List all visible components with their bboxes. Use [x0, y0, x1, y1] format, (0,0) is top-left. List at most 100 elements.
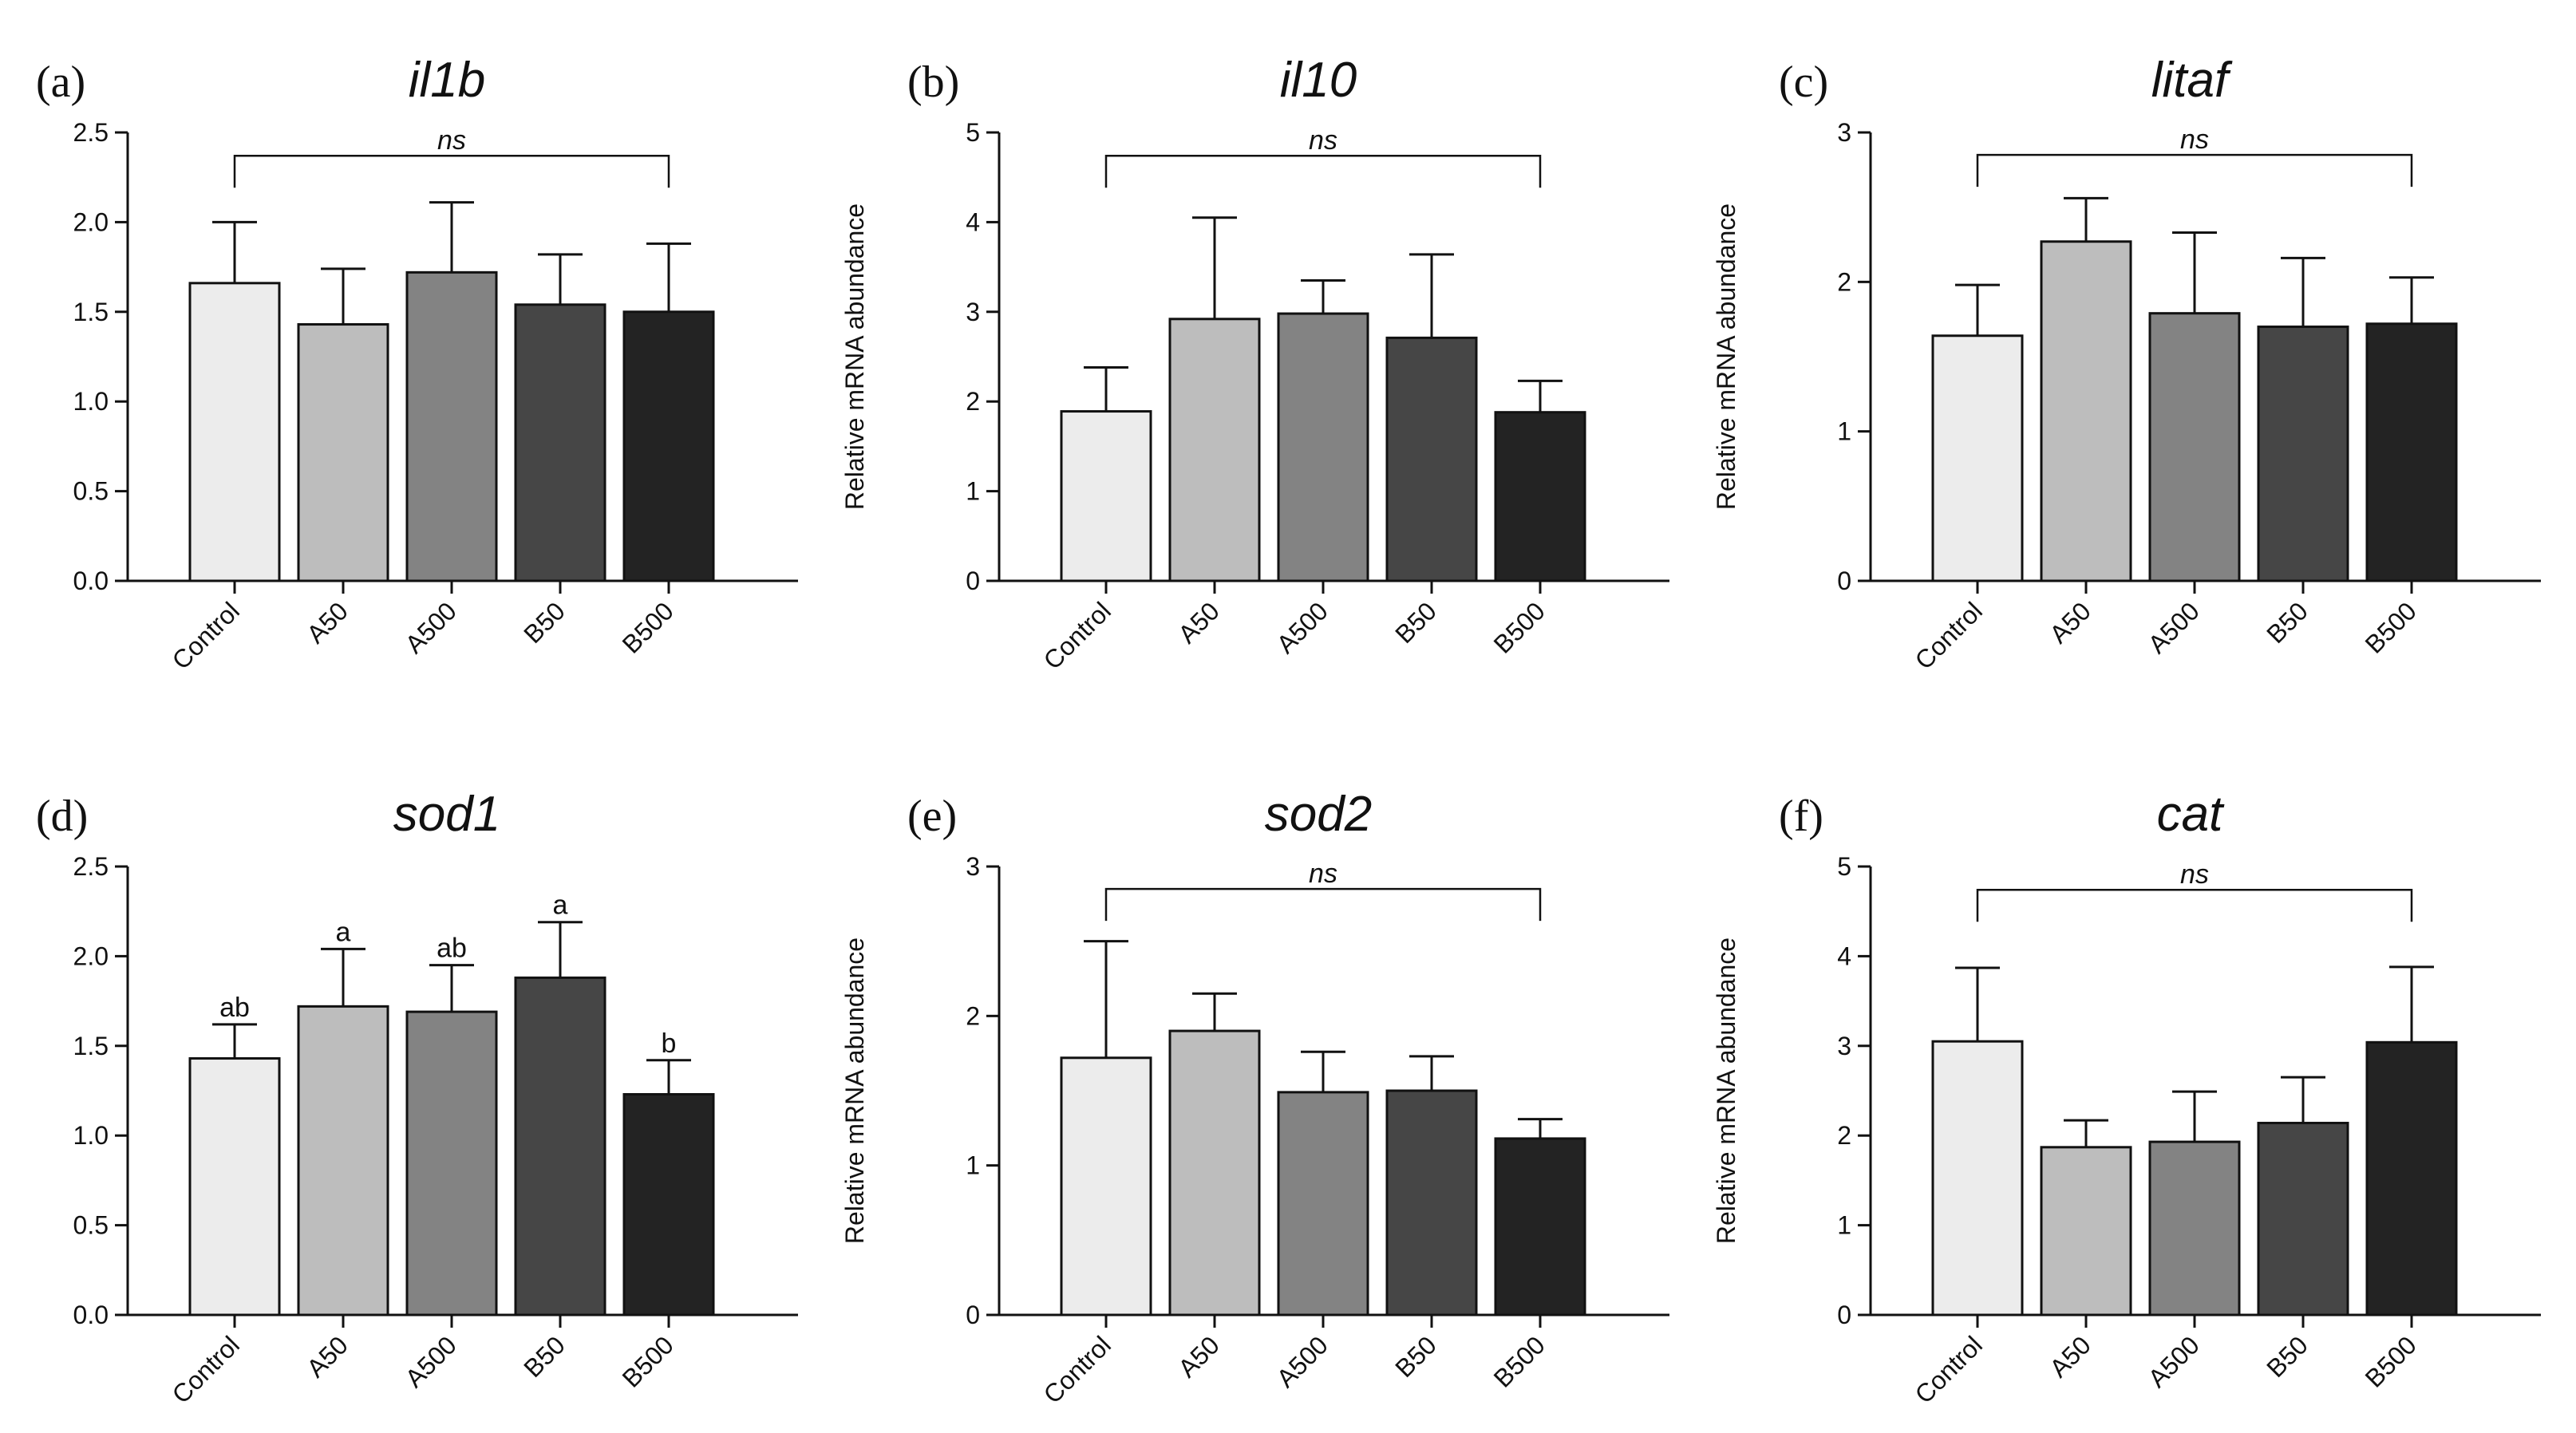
y-tick-label: 2 [966, 1001, 980, 1030]
chart-panel-cat: (f) cat 0 1 2 3 4 5 Relative mRNA abundance Contr… [1712, 787, 2541, 1409]
y-tick-label: 0.5 [73, 477, 109, 506]
y-tick-label: 0.0 [73, 566, 109, 595]
y-tick-label: 4 [1837, 942, 1851, 970]
panel-label: (f) [1779, 792, 1823, 841]
y-tick-label: 3 [966, 298, 980, 326]
chart-panel-il10: (b) il10 0 1 2 3 4 5 Relative mRNA abundance Cont… [840, 53, 1669, 675]
bar-A500 [405, 1010, 498, 1317]
significance-bracket [1104, 887, 1542, 922]
y-tick-label: 1.0 [73, 387, 109, 416]
bar-A50 [2040, 1146, 2132, 1317]
y-tick-label: 2 [1837, 267, 1851, 296]
x-tick-label: Control [1038, 1330, 1116, 1408]
y-tick-label: 1 [1837, 1211, 1851, 1240]
y-tick-label: 1 [966, 477, 980, 506]
panel-title: sod1 [393, 787, 500, 842]
bar-A500 [2148, 1140, 2241, 1317]
chart-panel-sod2: (e) sod2 0 1 2 3 Relative mRNA abundance Contro… [840, 787, 1669, 1409]
bar-B50 [1385, 336, 1478, 582]
significance-label: ns [1309, 859, 1337, 889]
bar-Control [1931, 1040, 2024, 1317]
x-tick-label: Control [167, 596, 245, 674]
y-axis-title: Relative mRNA abundance [1712, 203, 1740, 510]
x-tick-label: B500 [2360, 596, 2422, 658]
x-tick-label: A50 [2044, 596, 2096, 649]
y-tick-label: 0.5 [73, 1211, 109, 1240]
bar-B50 [2257, 1121, 2349, 1317]
y-tick-label: 2.0 [73, 207, 109, 236]
y-tick-label: 0 [966, 1301, 980, 1329]
y-tick-label: 1 [1837, 417, 1851, 446]
y-axis-title: Relative mRNA abundance [840, 938, 869, 1244]
x-tick-label: B500 [617, 596, 679, 658]
y-tick-label: 4 [966, 207, 980, 236]
x-tick-label: B50 [518, 1330, 571, 1383]
panel-title: cat [2157, 787, 2225, 842]
bar-Control [1060, 410, 1152, 582]
significance-bracket [1976, 888, 2413, 922]
x-tick-label: A50 [301, 1330, 354, 1383]
y-tick-label: 2 [966, 387, 980, 416]
bar-A50 [1168, 1029, 1261, 1317]
x-tick-label: A50 [1172, 1330, 1225, 1383]
x-tick-label: B500 [1488, 1330, 1551, 1392]
panel-label: (c) [1779, 57, 1828, 107]
y-tick-label: 2 [1837, 1121, 1851, 1150]
significance-letter: ab [219, 993, 250, 1023]
x-tick-label: B500 [1488, 596, 1551, 658]
bar-A50 [297, 323, 389, 582]
panel-label: (d) [36, 792, 88, 841]
panel-title: il1b [409, 53, 486, 108]
x-tick-label: A50 [301, 596, 354, 649]
bar-A50 [2040, 240, 2132, 582]
panel-label: (a) [36, 57, 85, 107]
bar-A50 [297, 1005, 389, 1317]
significance-label: ns [1309, 125, 1337, 156]
bar-Control [1931, 334, 2024, 582]
panel-label: (e) [907, 792, 957, 841]
x-tick-label: A50 [2044, 1330, 2096, 1383]
significance-label: ns [2180, 859, 2209, 890]
y-tick-label: 3 [966, 852, 980, 881]
significance-bracket [233, 154, 670, 188]
y-tick-label: 0.0 [73, 1301, 109, 1329]
significance-letter: a [336, 917, 351, 947]
significance-bracket [1976, 153, 2413, 188]
bar-B50 [1385, 1089, 1478, 1317]
x-tick-label: B50 [1389, 596, 1442, 649]
bar-B500 [1494, 411, 1586, 582]
y-tick-label: 5 [1837, 852, 1851, 881]
significance-label: ns [437, 125, 466, 156]
bar-B50 [2257, 326, 2349, 582]
y-tick-label: 5 [966, 118, 980, 147]
y-tick-label: 1 [966, 1151, 980, 1180]
x-tick-label: A50 [1172, 596, 1225, 649]
x-tick-label: B500 [617, 1330, 679, 1392]
y-axis-title: Relative mRNA abundance [840, 203, 869, 510]
bar-B500 [622, 1092, 715, 1317]
y-axis-title: Relative mRNA abundance [1712, 938, 1740, 1244]
y-tick-label: 2.5 [73, 852, 109, 881]
x-tick-label: B50 [2261, 596, 2313, 649]
y-tick-label: 0 [966, 566, 980, 595]
y-tick-label: 1.0 [73, 1121, 109, 1150]
bar-Control [188, 1057, 281, 1317]
y-tick-label: 3 [1837, 1032, 1851, 1060]
x-tick-label: Control [1038, 596, 1116, 674]
significance-label: ns [2180, 124, 2209, 155]
x-tick-label: A500 [1271, 1330, 1333, 1392]
panel-title: litaf [2151, 53, 2233, 108]
panel-label: (b) [907, 57, 959, 107]
chart-panel-litaf: (c) litaf 0 1 2 3 Relative mRNA abundance Contr… [1712, 53, 2541, 675]
significance-bracket [1104, 154, 1542, 188]
y-tick-label: 2.5 [73, 118, 109, 147]
bar-A50 [1168, 318, 1261, 582]
panel-title: il10 [1280, 53, 1357, 108]
bar-Control [188, 282, 281, 582]
significance-letter: ab [437, 934, 467, 964]
bar-B50 [514, 303, 606, 582]
y-tick-label: 2.0 [73, 942, 109, 970]
